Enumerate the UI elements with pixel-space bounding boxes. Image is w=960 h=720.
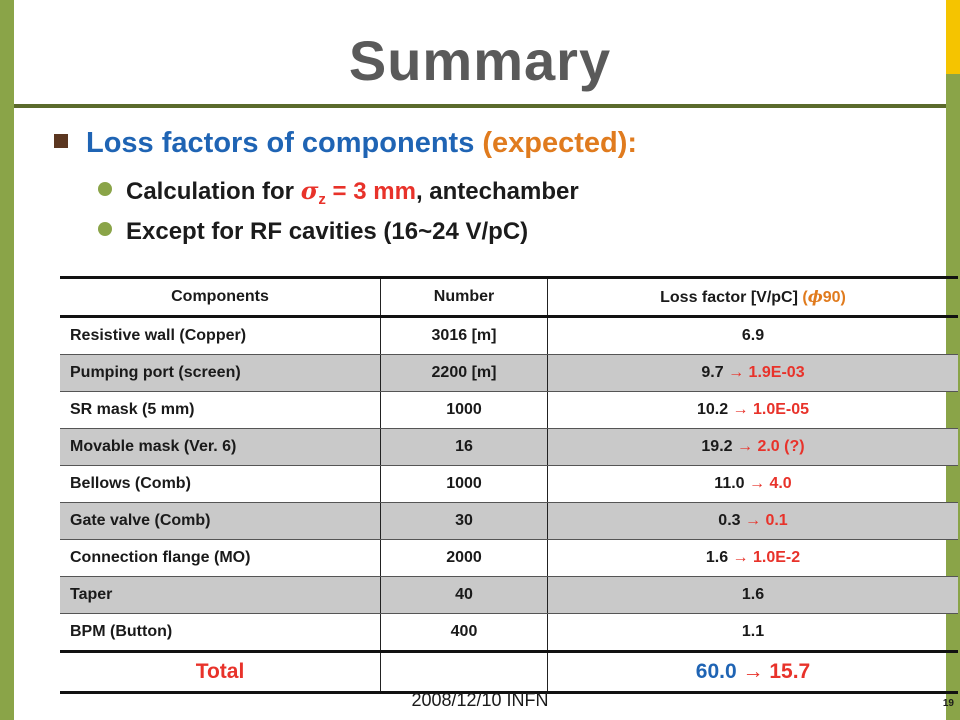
bullet-loss-factors: Loss factors of components (expected): xyxy=(54,127,637,160)
cell-component: Connection flange (MO) xyxy=(60,539,381,577)
loss-before: 6.9 xyxy=(741,327,765,344)
loss-before: 1.1 xyxy=(741,623,765,640)
cell-number: 3016 [m] xyxy=(380,316,548,355)
arrow-icon: → xyxy=(744,512,761,529)
cell-number: 400 xyxy=(380,613,548,652)
arrow-icon: → xyxy=(732,401,749,418)
cell-number: 40 xyxy=(380,576,548,614)
cell-component: Movable mask (Ver. 6) xyxy=(60,428,381,466)
bullet-calculation: Calculation for σz = 3 mm, antechamber xyxy=(98,176,579,208)
table-header-row: Components Number Loss factor [V/pC] (ϕ9… xyxy=(60,276,958,318)
cell-number: 1000 xyxy=(380,391,548,429)
loss-after: 1.9E-03 xyxy=(748,364,805,381)
total-label: Total xyxy=(60,650,381,694)
cell-loss-factor: 0.3 → 0.1 xyxy=(547,502,958,540)
arrow-icon: → xyxy=(737,438,753,455)
arrow-icon: → xyxy=(728,364,745,381)
bullet-except: Except for RF cavities (16~24 V/pC) xyxy=(98,218,528,246)
arrow-icon: → xyxy=(732,549,749,566)
table-row: Movable mask (Ver. 6) 16 19.2 → 2.0 (?) xyxy=(60,428,958,466)
loss-factor-table: Components Number Loss factor [V/pC] (ϕ9… xyxy=(60,276,958,694)
header-number: Number xyxy=(380,276,548,318)
header-loss-prefix: Loss factor [V/pC] xyxy=(660,289,803,306)
sigma-symbol: σ xyxy=(300,176,319,205)
cell-loss-factor: 9.7 → 1.9E-03 xyxy=(547,354,958,392)
loss-after: 0.1 xyxy=(765,512,788,529)
cell-loss-factor: 1.1 xyxy=(547,613,958,652)
header-loss-factor: Loss factor [V/pC] (ϕ90) xyxy=(547,276,958,318)
cell-component: Taper xyxy=(60,576,381,614)
loss-before: 11.0 xyxy=(714,475,749,492)
round-bullet-icon xyxy=(98,182,112,196)
cell-loss-factor: 1.6 xyxy=(547,576,958,614)
cell-loss-factor: 10.2 → 1.0E-05 xyxy=(547,391,958,429)
bullet1-extra: (expected): xyxy=(482,127,638,159)
arrow-icon: → xyxy=(749,475,765,492)
bullet2-suffix: , antechamber xyxy=(415,178,579,205)
slide-title: Summary xyxy=(348,29,612,92)
footer-text: 2008/12/10 INFN xyxy=(411,690,549,710)
table-row: Pumping port (screen) 2200 [m] 9.7 → 1.9E-… xyxy=(60,354,958,392)
sigma-subscript: z xyxy=(318,191,326,208)
table-row: Bellows (Comb) 1000 11.0 → 4.0 xyxy=(60,465,958,503)
loss-after: 2.0 (?) xyxy=(757,438,805,455)
header-components: Components xyxy=(60,276,381,318)
corner-accent xyxy=(946,0,960,74)
table-row: BPM (Button) 400 1.1 xyxy=(60,613,958,652)
arrow-icon: → xyxy=(742,660,764,683)
table-row: Gate valve (Comb) 30 0.3 → 0.1 xyxy=(60,502,958,540)
cell-component: Bellows (Comb) xyxy=(60,465,381,503)
cell-number: 16 xyxy=(380,428,548,466)
cell-loss-factor: 1.6 → 1.0E-2 xyxy=(547,539,958,577)
total-row: Total 60.0 → 15.7 xyxy=(60,650,958,694)
total-after: 15.7 xyxy=(769,660,811,683)
cell-component: Gate valve (Comb) xyxy=(60,502,381,540)
left-border-bar xyxy=(0,0,14,720)
square-bullet-icon xyxy=(54,134,68,148)
loss-before: 0.3 xyxy=(718,512,745,529)
table-body: Resistive wall (Copper) 3016 [m] 6.9 Pumpin… xyxy=(60,316,958,694)
cell-component: BPM (Button) xyxy=(60,613,381,652)
cell-loss-factor: 11.0 → 4.0 xyxy=(547,465,958,503)
total-number xyxy=(380,650,548,694)
cell-loss-factor: 6.9 xyxy=(547,316,958,355)
total-before: 60.0 xyxy=(695,660,743,683)
cell-number: 2200 [m] xyxy=(380,354,548,392)
loss-after: 4.0 xyxy=(769,475,792,492)
loss-after: 1.0E-2 xyxy=(753,549,801,566)
title-divider xyxy=(14,104,946,108)
bullet1-main: Loss factors of components xyxy=(86,127,475,159)
header-loss-close: 90) xyxy=(822,289,846,306)
page-number: 19 xyxy=(942,698,954,709)
loss-before: 9.7 xyxy=(701,364,729,381)
bullet2-value: = 3 mm xyxy=(325,178,416,205)
cell-component: Pumping port (screen) xyxy=(60,354,381,392)
loss-before: 1.6 xyxy=(705,549,733,566)
table-row: Taper 40 1.6 xyxy=(60,576,958,614)
cell-loss-factor: 19.2 → 2.0 (?) xyxy=(547,428,958,466)
cell-component: Resistive wall (Copper) xyxy=(60,316,381,355)
table-row: SR mask (5 mm) 1000 10.2 → 1.0E-05 xyxy=(60,391,958,429)
table-row: Connection flange (MO) 2000 1.6 → 1.0E-2 xyxy=(60,539,958,577)
table-row: Resistive wall (Copper) 3016 [m] 6.9 xyxy=(60,316,958,355)
cell-number: 1000 xyxy=(380,465,548,503)
phi-symbol: ϕ xyxy=(807,287,823,306)
bullet3-text: Except for RF cavities (16~24 V/pC) xyxy=(126,218,529,245)
loss-after: 1.0E-05 xyxy=(753,401,810,418)
cell-number: 2000 xyxy=(380,539,548,577)
loss-before: 10.2 xyxy=(696,401,733,418)
loss-before: 1.6 xyxy=(741,586,765,603)
header-loss-open: ( xyxy=(802,289,808,306)
round-bullet-icon xyxy=(98,222,112,236)
cell-number: 30 xyxy=(380,502,548,540)
bullet2-prefix: Calculation for xyxy=(126,178,301,205)
total-loss: 60.0 → 15.7 xyxy=(547,650,958,694)
loss-before: 19.2 xyxy=(701,438,737,455)
cell-component: SR mask (5 mm) xyxy=(60,391,381,429)
